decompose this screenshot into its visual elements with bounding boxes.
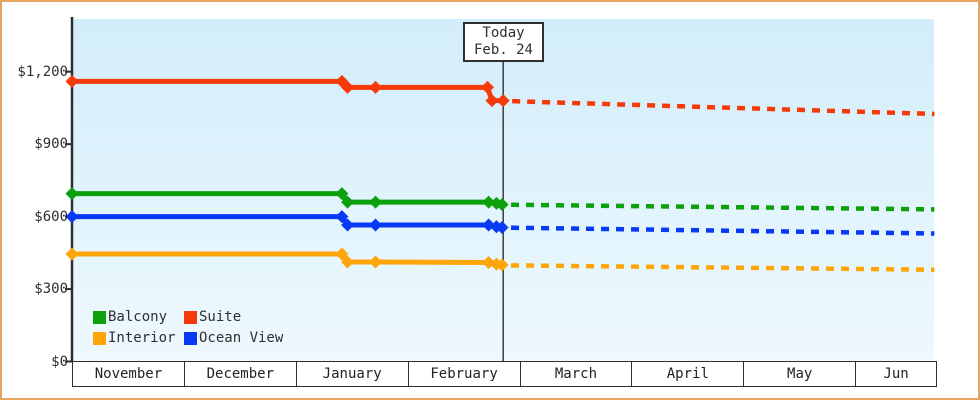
data-point-marker-suite [485, 94, 499, 108]
x-axis-month-cell-may: May [744, 362, 857, 386]
data-point-marker-suite [65, 74, 79, 88]
data-point-marker-ocean-view [495, 220, 509, 234]
y-axis-tick-label: $300 [34, 281, 68, 298]
legend-item-interior: Interior [93, 331, 184, 345]
legend-item-ocean-view: Ocean View [184, 331, 283, 345]
forecast-line-ocean-view [511, 225, 935, 236]
legend-swatch-icon [184, 310, 197, 324]
chart-legend: Balcony Suite Interior Ocean View [93, 310, 283, 345]
data-point-marker-balcony [341, 195, 355, 209]
x-axis-month-cell-march: March [521, 362, 633, 386]
y-axis-tick-label: $1,200 [17, 63, 68, 80]
data-point-marker-ocean-view [341, 218, 355, 232]
data-point-marker-interior [495, 258, 509, 272]
data-point-marker-interior [341, 255, 355, 269]
today-annotation-box: Today Feb. 24 [463, 22, 544, 62]
data-point-marker-suite [369, 80, 383, 94]
y-axis-tick-label: $900 [34, 136, 68, 153]
y-axis-tick-label: $600 [34, 208, 68, 225]
legend-label: Interior [108, 330, 176, 346]
data-point-marker-interior [335, 247, 349, 261]
legend-label: Balcony [108, 309, 168, 325]
legend-label: Ocean View [199, 330, 284, 346]
legend-label: Suite [199, 309, 242, 325]
x-axis-month-cell-april: April [632, 362, 745, 386]
x-axis-month-cell-november: November [73, 362, 185, 386]
legend-swatch-icon [93, 310, 106, 324]
legend-item-suite: Suite [184, 310, 283, 324]
legend-swatch-icon [184, 331, 197, 345]
x-axis-month-row: November December January February March Apri… [72, 361, 938, 387]
data-point-marker-suite [341, 80, 355, 94]
forecast-line-suite [512, 98, 935, 117]
data-point-marker-balcony [335, 187, 349, 201]
data-point-marker-ocean-view [335, 210, 349, 224]
data-point-marker-ocean-view [65, 210, 79, 224]
data-point-marker-suite [481, 80, 495, 94]
today-annotation-date: Feb. 24 [473, 42, 533, 58]
data-point-marker-interior [65, 247, 79, 261]
x-axis-month-cell-january: January [297, 362, 409, 386]
x-axis-month-cell-february: February [409, 362, 521, 386]
legend-swatch-icon [93, 331, 106, 345]
today-annotation-title: Today [482, 25, 525, 41]
data-point-marker-suite [496, 94, 510, 108]
data-point-marker-ocean-view [369, 218, 383, 232]
forecast-line-interior [511, 263, 935, 272]
legend-item-balcony: Balcony [93, 310, 184, 324]
data-point-marker-balcony [495, 198, 509, 212]
x-axis-month-cell-december: December [185, 362, 297, 386]
y-axis-tick-label: $0 [51, 353, 68, 370]
x-axis-month-cell-jun: Jun [856, 362, 938, 386]
data-point-marker-balcony [482, 195, 496, 209]
data-point-marker-interior [369, 255, 383, 269]
data-point-marker-balcony [369, 195, 383, 209]
forecast-line-balcony [511, 202, 935, 212]
data-point-marker-balcony [65, 187, 79, 201]
